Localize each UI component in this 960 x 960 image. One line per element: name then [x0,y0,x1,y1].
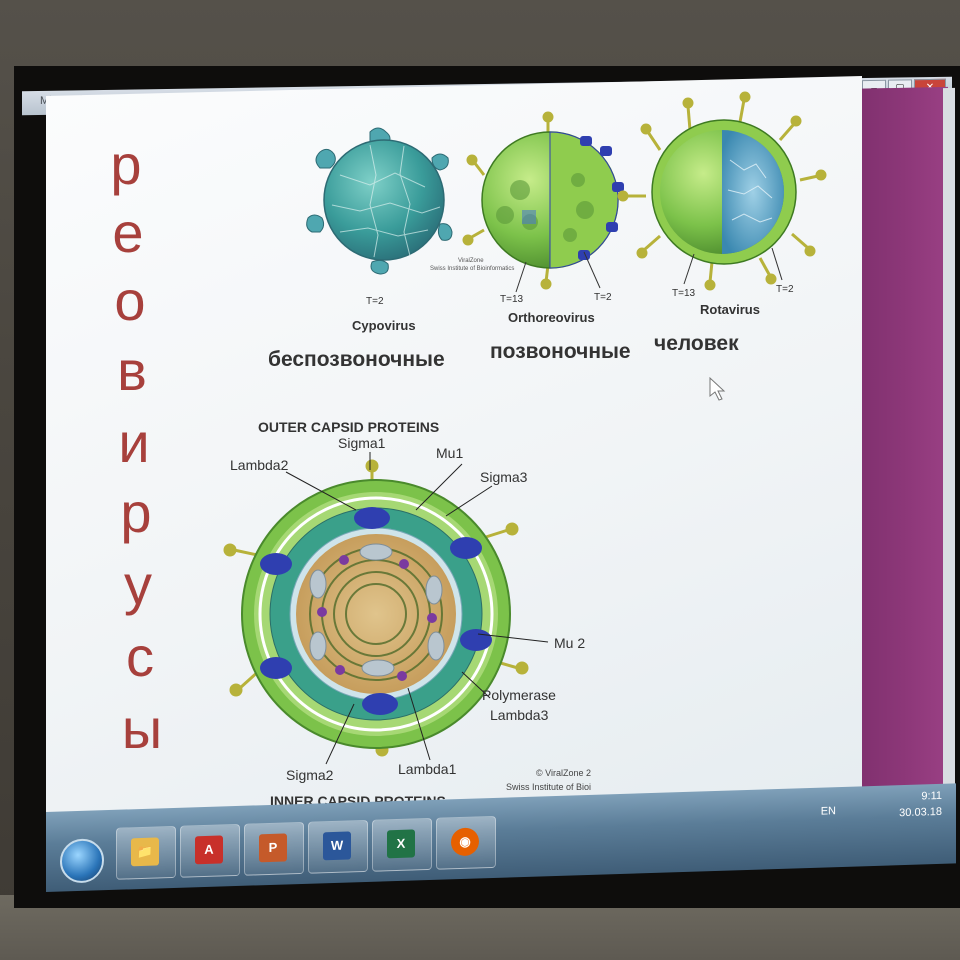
rotavirus-t-label: T=13 [672,288,696,299]
host-label-human: человек [654,332,739,355]
excel-icon: X [387,829,415,859]
taskbar-app-acrobat[interactable]: A [180,823,240,878]
vertical-title-letter: ы [121,697,163,760]
label-polymerase: Polymerase [482,687,556,703]
vertical-title-letter: р [120,481,152,544]
diagram-leader-lines [285,452,549,765]
cypovirus-name: Cypovirus [352,318,416,333]
firefox-icon: ◉ [451,827,479,857]
label-lambda2: Lambda2 [230,457,289,473]
vertical-title-letter: р [110,133,142,196]
vertical-title-letter: с [126,625,154,688]
vertical-title-letter: и [118,411,150,474]
clock-date[interactable]: 30.03.18 [899,805,942,820]
taskbar-app-word[interactable]: W [308,819,368,874]
rotavirus-t-label: T=2 [776,284,794,295]
orthoreovirus-t-label: T=13 [500,294,524,305]
vertical-title-letter: в [117,339,147,402]
label-lambda3: Lambda3 [490,707,549,723]
rotavirus-name: Rotavirus [700,302,760,317]
label-sigma3: Sigma3 [480,469,528,485]
orthoreovirus-t-label: T=2 [594,292,612,303]
mouse-cursor-icon [709,376,726,401]
clock-time[interactable]: 9:11 [921,789,942,803]
reovirus-cross-section [223,459,529,757]
folder-icon: 📁 [131,837,159,867]
diagram-credit-line: Swiss Institute of Bioi [506,782,591,792]
label-sigma1: Sigma1 [338,435,386,451]
rotavirus-illustration [617,91,827,291]
label-mu1: Mu1 [436,445,463,461]
vertical-title-letter: у [124,553,152,616]
host-label-vertebrates: позвоночные [490,340,631,363]
taskbar-app-firefox[interactable]: ◉ [436,815,496,870]
system-tray: EN 9:11 30.03.18 [788,784,948,833]
acrobat-icon: A [195,835,223,865]
outer-capsid-title: OUTER CAPSID PROTEINS [258,419,439,435]
cypovirus-t-label: T=2 [366,296,384,307]
taskbar-app-excel[interactable]: X [372,817,432,872]
word-icon: W [323,831,351,861]
cypovirus-credit-line: ViralZone [458,258,484,264]
vertical-title-letter: е [112,201,144,264]
diagram-credit-line: © ViralZone 2 [536,768,591,778]
language-indicator[interactable]: EN [820,805,836,818]
start-button[interactable] [60,838,104,884]
taskbar-app-explorer[interactable]: 📁 [116,825,176,880]
orthoreovirus-name: Orthoreovirus [508,310,595,325]
powerpoint-icon: P [259,833,287,863]
label-sigma2: Sigma2 [286,767,334,783]
cypovirus-illustration: ViralZone Swiss Institute of Bioinformat… [306,127,514,275]
label-mu2: Mu 2 [554,635,585,651]
vertical-title-letter: о [114,269,146,332]
label-lambda1: Lambda1 [398,761,457,777]
orthoreovirus-illustration [462,111,624,293]
host-label-invertebrates: беспозвоночные [268,348,445,371]
cypovirus-credit-line: Swiss Institute of Bioinformatics [430,266,514,272]
taskbar-app-powerpoint[interactable]: P [244,821,304,876]
